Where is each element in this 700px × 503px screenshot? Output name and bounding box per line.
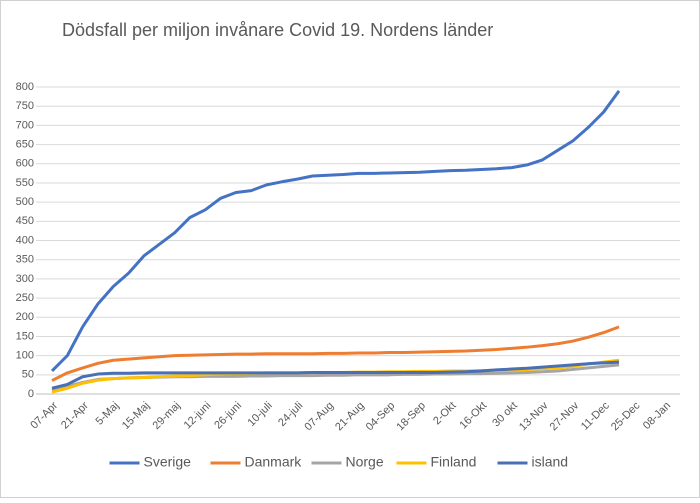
series-line: [51, 325, 620, 382]
y-tick-label: 650: [16, 138, 34, 150]
y-tick-label: 50: [22, 369, 34, 381]
y-tick-label: 200: [16, 311, 34, 323]
legend-label: Sverige: [144, 454, 192, 470]
series-line: [51, 360, 620, 390]
legend-label: Danmark: [245, 454, 303, 470]
y-tick-label: 700: [16, 119, 34, 131]
y-tick-label: 0: [28, 388, 34, 400]
y-tick-label: 350: [16, 254, 34, 266]
y-tick-label: 550: [16, 177, 34, 189]
y-tick-label: 500: [16, 196, 34, 208]
y-tick-label: 150: [16, 330, 34, 342]
legend-label: Norge: [346, 454, 384, 470]
legend-label: Finland: [431, 454, 477, 470]
y-tick-label: 400: [16, 234, 34, 246]
series-line: [50, 89, 621, 373]
y-tick-label: 450: [16, 215, 34, 227]
y-tick-label: 100: [16, 350, 34, 362]
y-tick-label: 750: [16, 100, 34, 112]
y-tick-label: 300: [16, 273, 34, 285]
y-tick-label: 250: [16, 292, 34, 304]
legend-label: island: [532, 454, 569, 470]
y-tick-label: 800: [16, 81, 34, 93]
chart-title: Dödsfall per miljon invånare Covid 19. N…: [62, 20, 493, 40]
y-tick-label: 600: [16, 158, 34, 170]
